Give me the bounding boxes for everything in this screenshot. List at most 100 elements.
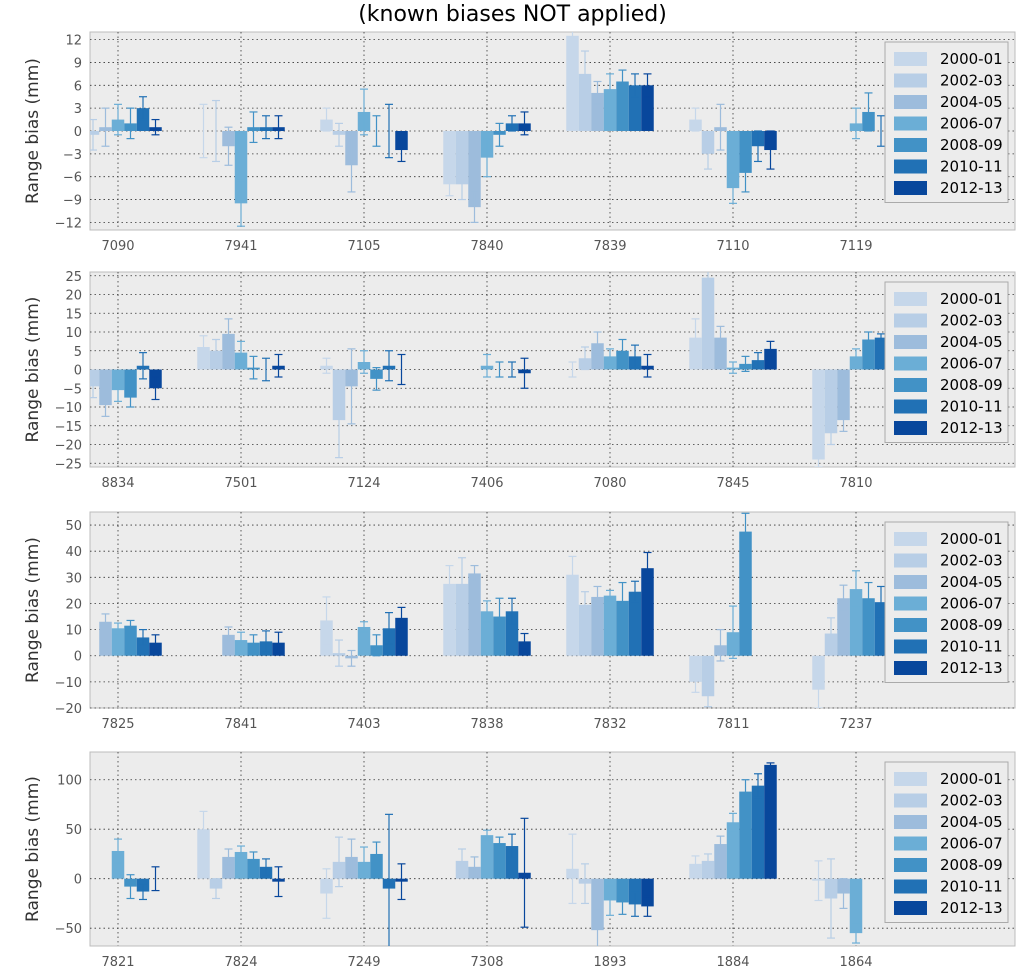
legend-label-2004-05: 2004-05	[940, 93, 1003, 111]
bar-2010-11-7810	[874, 337, 888, 370]
error-bar-2010-11-7308	[508, 833, 516, 859]
legend-label-2010-11: 2010-11	[940, 158, 1003, 176]
legend-swatch-2004-05	[894, 575, 927, 589]
bar-2006-07-7110	[726, 131, 740, 189]
bar-2006-07-7237	[849, 589, 863, 656]
bar-2002-03-7810	[824, 369, 838, 434]
bar-2000-01-7810	[812, 369, 825, 460]
error-bar-2000-01-7124	[322, 357, 331, 374]
error-bar-2008-09-7308	[495, 836, 504, 850]
error-bar-2004-05-7832	[593, 585, 602, 608]
bar-2000-01-7824	[197, 829, 210, 879]
error-bar-2010-11-7821	[139, 883, 147, 901]
bar-2006-07-7838	[480, 611, 494, 656]
error-bar-2002-03-1893	[581, 863, 589, 905]
error-bar-2002-03-7941	[212, 99, 220, 163]
x-tick-label: 7124	[347, 476, 380, 491]
error-bar-2012-13-7824	[274, 866, 283, 898]
error-bar-2002-03-7811	[704, 685, 712, 708]
bar-2006-07-7839	[603, 89, 617, 131]
error-bar-2004-05-7841	[224, 626, 233, 644]
error-bar-2002-03-7839	[581, 50, 589, 98]
y-tick-label: 0	[74, 650, 82, 665]
error-bar-2000-01-1864	[814, 860, 823, 902]
error-bar-2002-03-1864	[827, 858, 835, 939]
legend-label-2004-05: 2004-05	[940, 573, 1003, 591]
error-bar-2000-01-1884	[691, 855, 700, 873]
error-bar-2010-11-7119	[877, 115, 885, 147]
y-tick-label: 20	[65, 289, 82, 304]
x-tick-label: 7839	[593, 239, 626, 254]
bar-2000-01-7832	[566, 574, 579, 656]
bar-2012-13-7403	[395, 617, 408, 656]
error-bar-2006-07-7811	[729, 605, 737, 659]
error-bar-2004-05-1864	[839, 878, 848, 909]
error-bar-2006-07-7840	[483, 138, 491, 178]
error-bar-2004-05-7501	[224, 318, 233, 350]
y-tick-label: 25	[65, 270, 82, 285]
error-bar-2000-01-7105	[322, 107, 331, 132]
legend-label-2012-13: 2012-13	[940, 659, 1003, 677]
chart-panel-1: −12 −9 −6 −3 0 3 6 9 12 7090 7941 7105 7840 7839 7110 7…	[23, 31, 1016, 254]
error-bar-2010-11-7105	[385, 103, 393, 159]
y-tick-label: 15	[65, 307, 82, 322]
bar-2006-07-7832	[603, 595, 617, 656]
legend-label-2002-03: 2002-03	[940, 72, 1003, 90]
y-tick-label: 3	[74, 102, 82, 117]
x-tick-label: 7403	[347, 717, 380, 732]
error-bar-2010-11-7249	[385, 813, 393, 946]
error-bar-2012-13-7308	[520, 817, 529, 928]
error-bar-2010-11-7825	[139, 628, 147, 646]
error-bar-2008-09-7841	[249, 634, 258, 652]
error-bar-2000-01-7832	[568, 555, 577, 594]
bar-2004-05-7832	[591, 596, 604, 656]
error-bar-2000-01-7941	[199, 103, 208, 159]
y-tick-label: 6	[74, 79, 82, 94]
error-bar-2002-03-7080	[581, 346, 589, 371]
legend-label-2012-13: 2012-13	[940, 179, 1003, 197]
error-bar-2006-07-7308	[483, 829, 491, 841]
error-bar-2010-11-7110	[754, 130, 762, 163]
error-bar-2004-05-7249	[347, 838, 356, 876]
error-bar-2000-01-7811	[691, 670, 700, 693]
error-bar-2004-05-7090	[101, 107, 110, 147]
error-bar-2008-09-7838	[495, 597, 504, 636]
chart-panel-4: −50 0 50 100 7821 7824 7249 7308 1893 1884 1864 Ran…	[23, 751, 1016, 970]
bar-2006-07-7824	[234, 851, 248, 879]
error-bar-2000-01-7501	[199, 335, 208, 359]
legend-swatch-2012-13	[894, 181, 927, 195]
legend-label-2008-09: 2008-09	[940, 856, 1003, 874]
error-bar-2006-07-7110	[729, 172, 737, 204]
error-bar-2010-11-7124	[385, 350, 393, 382]
legend-swatch-2000-01	[894, 532, 927, 546]
y-tick-label: −6	[63, 171, 82, 186]
legend-swatch-2006-07	[894, 596, 927, 611]
error-bar-2008-09-7821	[126, 874, 135, 900]
error-bar-2006-07-7105	[360, 88, 368, 136]
error-bar-2008-09-7832	[618, 581, 627, 620]
y-axis-label: Range bias (mm)	[23, 537, 43, 683]
error-bar-2006-07-7832	[606, 589, 614, 602]
legend-label-2006-07: 2006-07	[940, 835, 1003, 853]
legend-swatch-2012-13	[894, 901, 927, 915]
y-tick-label: 0	[74, 873, 82, 888]
error-bar-2004-05-7839	[593, 80, 602, 105]
error-bar-2010-11-7810	[877, 333, 885, 342]
error-bar-2008-09-1893	[618, 889, 627, 915]
error-bar-2002-03-7501	[212, 338, 220, 363]
legend-label-2010-11: 2010-11	[940, 638, 1003, 656]
bar-2002-03-7839	[578, 73, 592, 131]
bar-2008-09-7832	[616, 600, 629, 656]
chart-panel-2: −25 −20 −15 −10 −5 0 5 10 15 20 25 8834 7501 7124 7406…	[23, 270, 1016, 491]
legend-swatch-2010-11	[894, 879, 927, 894]
chart-panel-3: −20 −10 0 10 20 30 40 50 7825 7841 7403 7838 7832 781…	[23, 511, 1016, 732]
error-bar-2012-13-7841	[274, 631, 283, 654]
legend-label-2006-07: 2006-07	[940, 355, 1003, 373]
error-bar-2010-11-7839	[631, 73, 639, 98]
error-bar-2008-09-7811	[741, 512, 750, 551]
bar-2004-05-7501	[222, 333, 235, 370]
legend-swatch-2012-13	[894, 421, 927, 435]
error-bar-2002-03-7840	[458, 168, 466, 201]
bar-2004-05-1884	[714, 844, 727, 879]
error-bar-2012-13-8834	[151, 376, 160, 401]
